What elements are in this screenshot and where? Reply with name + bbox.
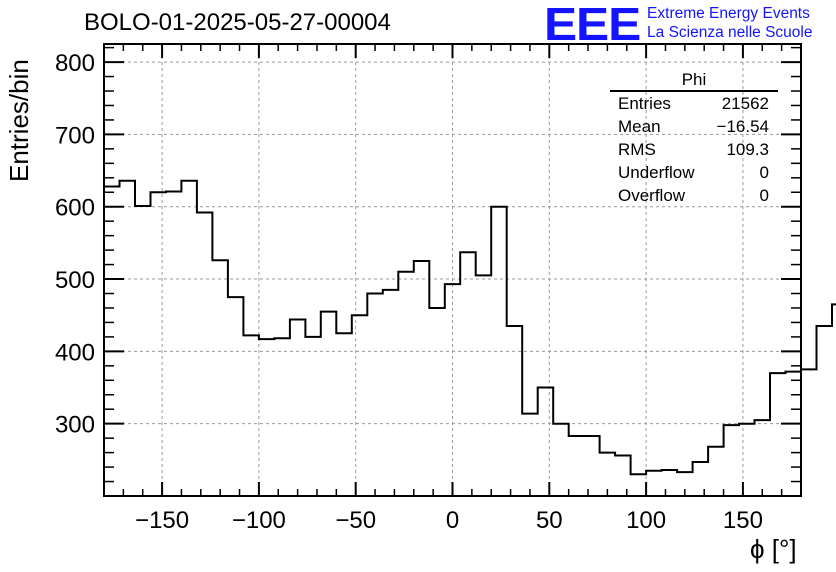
x-tick-label: 100 xyxy=(626,507,666,534)
axis-tick-labels: −150 −100 −50 0 50 100 150 300 400 500 600 700 800 xyxy=(55,50,763,534)
stats-row-overflow: Overflow 0 xyxy=(610,184,778,207)
stats-box: Phi Entries 21562 Mean −16.54 RMS 109.3 … xyxy=(610,70,778,207)
y-tick-label: 700 xyxy=(55,122,95,149)
grid-lines xyxy=(104,44,801,496)
x-tick-label: 150 xyxy=(723,507,763,534)
stats-row-entries: Entries 21562 xyxy=(610,92,778,115)
stats-value: 0 xyxy=(759,163,769,182)
x-tick-label: −50 xyxy=(335,507,376,534)
x-tick-label: −150 xyxy=(135,507,189,534)
stats-row-rms: RMS 109.3 xyxy=(610,138,778,161)
axis-ticks xyxy=(103,44,802,496)
logo-line-1: Extreme Energy Events xyxy=(647,5,810,22)
stats-value: 109.3 xyxy=(726,140,769,159)
x-tick-label: 50 xyxy=(536,507,563,534)
y-axis-label: Entries/bin xyxy=(4,59,34,182)
x-tick-label: 0 xyxy=(446,507,459,534)
logo-text: Extreme Energy Events La Scienza nelle S… xyxy=(647,2,812,42)
stats-label: Entries xyxy=(618,94,671,113)
y-tick-label: 300 xyxy=(55,412,95,439)
stats-value: 21562 xyxy=(721,94,769,113)
stats-label: Underflow xyxy=(618,163,695,182)
logo-line-2: La Scienza nelle Scuole xyxy=(647,24,813,41)
y-tick-label: 500 xyxy=(55,267,95,294)
chart-title: BOLO-01-2025-05-27-00004 xyxy=(84,9,391,36)
x-tick-label: −100 xyxy=(232,507,286,534)
stats-value: −16.54 xyxy=(716,117,769,136)
stats-value: 0 xyxy=(759,186,769,205)
stats-label: RMS xyxy=(618,140,656,159)
logo-mark: EEE xyxy=(544,0,641,50)
x-axis-label: ϕ [°] xyxy=(750,534,797,564)
stats-row-mean: Mean −16.54 xyxy=(610,115,778,138)
y-tick-label: 800 xyxy=(55,50,95,77)
y-tick-label: 400 xyxy=(55,339,95,366)
eee-logo: EEE Extreme Energy Events La Scienza nel… xyxy=(544,0,813,50)
stats-row-underflow: Underflow 0 xyxy=(610,161,778,184)
y-tick-label: 600 xyxy=(55,195,95,222)
stats-label: Overflow xyxy=(618,186,686,205)
stats-title: Phi xyxy=(610,70,778,92)
stats-label: Mean xyxy=(618,117,661,136)
histogram-series-line xyxy=(104,179,836,476)
